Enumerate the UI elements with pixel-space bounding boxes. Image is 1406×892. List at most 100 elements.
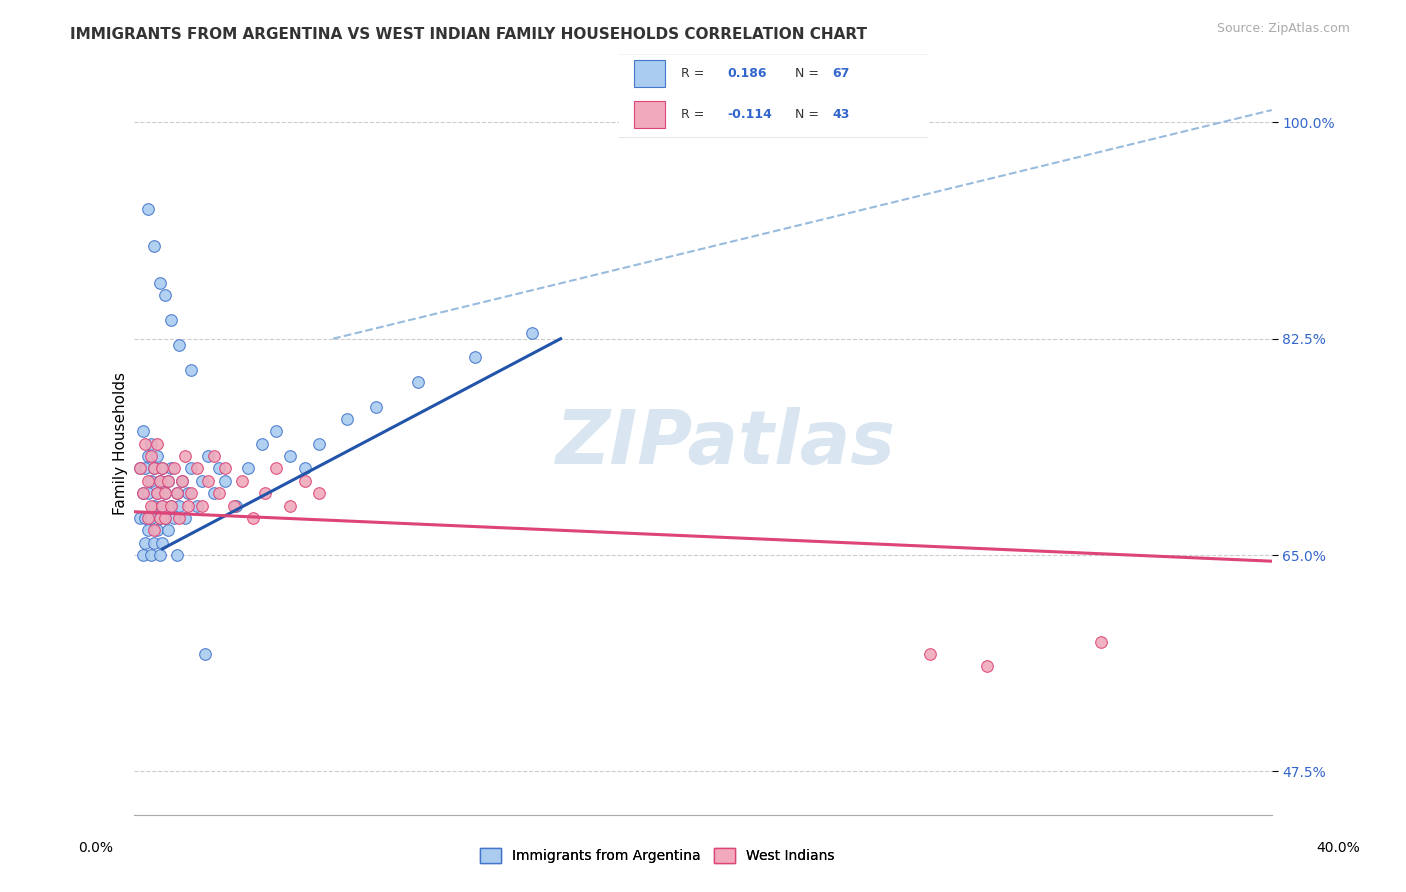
Legend: Immigrants from Argentina, West Indians: Immigrants from Argentina, West Indians [479,848,835,863]
Point [139,548,162,562]
Text: 0.186: 0.186 [727,68,766,80]
Point [202,486,225,500]
Point [253,486,276,500]
Point [155,486,177,500]
Text: -0.114: -0.114 [727,108,772,121]
Point [152,535,174,549]
Point [157,474,180,488]
Point [136,474,159,488]
Point [264,425,287,439]
Point [157,523,180,537]
Point [152,499,174,513]
Point [148,276,170,290]
Point [139,436,162,450]
Point [128,461,150,475]
Point [142,499,165,513]
Point [197,474,219,488]
Point [148,474,170,488]
Point [131,486,153,500]
Point [139,499,162,513]
Point [160,499,183,513]
Point [131,425,153,439]
Point [264,461,287,475]
Point [155,288,177,302]
Point [148,511,170,525]
Point [139,511,162,525]
Text: ZIPatlas: ZIPatlas [555,408,896,480]
Bar [634,101,665,128]
Point [142,535,165,549]
Text: R =: R = [681,108,704,121]
Point [180,362,202,376]
Point [145,449,167,463]
Point [225,499,247,513]
Point [177,486,200,500]
FancyBboxPatch shape [616,54,931,138]
Point [222,499,245,513]
Point [408,375,430,389]
Point [160,461,183,475]
Text: 43: 43 [832,108,849,121]
Point [242,511,264,525]
Text: N =: N = [794,108,818,121]
Point [166,486,188,500]
Point [142,523,165,537]
Text: 0.0%: 0.0% [79,841,112,855]
Point [145,523,167,537]
Point [136,511,159,525]
Point [294,461,316,475]
Point [145,486,167,500]
Point [136,202,159,216]
Point [142,461,165,475]
Point [191,499,214,513]
Point [208,486,231,500]
Point [464,351,486,365]
Point [197,449,219,463]
Point [136,486,159,500]
Point [169,338,191,352]
Point [142,239,165,253]
Point [166,548,188,562]
Point [336,412,359,426]
Point [208,461,231,475]
Point [186,499,208,513]
Point [136,449,159,463]
Point [976,659,998,673]
Point [139,474,162,488]
Y-axis label: Family Households: Family Households [114,372,128,516]
Point [160,499,183,513]
Point [155,511,177,525]
Point [134,461,156,475]
Point [294,474,316,488]
Point [180,461,202,475]
Point [920,647,942,661]
Point [308,436,330,450]
Point [522,326,544,340]
Point [145,486,167,500]
Point [152,499,174,513]
Point [172,474,194,488]
Point [139,449,162,463]
Point [128,461,150,475]
Point [214,474,236,488]
Point [136,523,159,537]
Point [280,499,302,513]
Point [169,511,191,525]
Point [236,461,259,475]
Point [177,499,200,513]
Point [155,486,177,500]
Point [131,548,153,562]
Text: IMMIGRANTS FROM ARGENTINA VS WEST INDIAN FAMILY HOUSEHOLDS CORRELATION CHART: IMMIGRANTS FROM ARGENTINA VS WEST INDIAN… [70,27,868,42]
Point [157,474,180,488]
Point [148,548,170,562]
Point [145,436,167,450]
Point [163,511,186,525]
Text: R =: R = [681,68,704,80]
Point [152,461,174,475]
Point [174,511,197,525]
Text: N =: N = [794,68,818,80]
Point [214,461,236,475]
Point [172,474,194,488]
Point [155,511,177,525]
Point [148,474,170,488]
